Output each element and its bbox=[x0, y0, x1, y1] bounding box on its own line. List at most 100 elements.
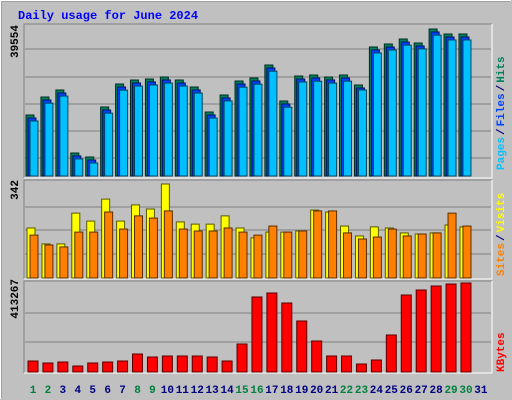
x-tick-label: 9 bbox=[149, 385, 156, 397]
x-tick-label: 10 bbox=[161, 385, 174, 397]
x-tick-label: 17 bbox=[265, 385, 278, 397]
panel-edge-dark bbox=[23, 179, 492, 279]
x-tick-label: 5 bbox=[89, 385, 96, 397]
x-tick-label: 11 bbox=[176, 385, 190, 397]
bar bbox=[402, 44, 412, 177]
legend-separator: / bbox=[496, 234, 508, 241]
panel-edge-dark bbox=[23, 23, 492, 178]
x-tick-label: 24 bbox=[370, 385, 384, 397]
bar bbox=[29, 120, 39, 177]
bar bbox=[44, 102, 54, 177]
x-tick-label: 15 bbox=[235, 385, 249, 397]
bar bbox=[223, 100, 233, 177]
bar bbox=[402, 235, 412, 279]
bar bbox=[430, 285, 442, 373]
legend: Pages / Files / Hits bbox=[496, 56, 508, 170]
bar bbox=[385, 334, 397, 373]
bar bbox=[87, 362, 99, 373]
bar bbox=[59, 95, 69, 177]
bar bbox=[372, 236, 382, 279]
bar bbox=[134, 85, 144, 177]
bar bbox=[27, 360, 39, 373]
bar bbox=[72, 365, 84, 373]
bar bbox=[206, 356, 218, 373]
bar bbox=[313, 210, 323, 279]
bar bbox=[432, 232, 442, 279]
bar bbox=[236, 343, 248, 373]
x-tick-label: 1 bbox=[30, 385, 37, 397]
bar bbox=[387, 228, 397, 279]
panel-edge-light bbox=[24, 24, 493, 179]
bar bbox=[104, 112, 114, 177]
bar bbox=[447, 39, 457, 177]
bar bbox=[223, 227, 233, 279]
bar bbox=[89, 231, 99, 279]
x-tick-label: 20 bbox=[310, 385, 323, 397]
bar bbox=[208, 117, 218, 177]
bar bbox=[238, 86, 248, 177]
x-tick-label: 29 bbox=[444, 385, 457, 397]
bar bbox=[462, 39, 472, 177]
bar bbox=[387, 49, 397, 177]
x-tick-label: 14 bbox=[220, 385, 234, 397]
bar bbox=[447, 212, 457, 279]
legend-entry: Sites bbox=[496, 243, 508, 276]
bar bbox=[161, 355, 173, 373]
bar bbox=[193, 230, 203, 279]
legend-separator: / bbox=[496, 84, 508, 91]
legend: KBytes bbox=[496, 332, 508, 372]
bar bbox=[29, 234, 39, 279]
x-tick-label: 12 bbox=[191, 385, 204, 397]
bar bbox=[372, 52, 382, 177]
panel-edge-light bbox=[24, 281, 493, 374]
x-tick-label: 3 bbox=[60, 385, 67, 397]
x-tick-label: 31 bbox=[474, 385, 488, 397]
bar bbox=[119, 228, 129, 279]
x-tick-label: 21 bbox=[325, 385, 339, 397]
x-tick-label: 2 bbox=[45, 385, 52, 397]
bar bbox=[281, 302, 293, 373]
bar bbox=[432, 34, 442, 177]
x-tick-label: 19 bbox=[295, 385, 308, 397]
y-tick-label: 39554 bbox=[10, 25, 22, 58]
bar bbox=[238, 231, 248, 279]
bar bbox=[74, 158, 84, 177]
bar bbox=[343, 80, 353, 177]
bar bbox=[268, 225, 278, 279]
bar bbox=[74, 231, 84, 279]
bar bbox=[148, 217, 158, 279]
bar bbox=[44, 244, 54, 279]
bar bbox=[117, 360, 129, 373]
bar bbox=[178, 85, 188, 177]
bar bbox=[415, 289, 427, 373]
bar bbox=[57, 361, 69, 373]
y-tick-label: 413267 bbox=[10, 279, 22, 319]
bar bbox=[326, 355, 338, 373]
bar bbox=[148, 84, 158, 177]
x-tick-label: 22 bbox=[340, 385, 353, 397]
x-tick-label: 23 bbox=[355, 385, 369, 397]
bar bbox=[460, 282, 472, 373]
legend-separator: / bbox=[496, 128, 508, 135]
bar bbox=[266, 292, 278, 373]
bar bbox=[253, 234, 263, 279]
bar bbox=[193, 92, 203, 177]
x-tick-label: 8 bbox=[134, 385, 141, 397]
bar bbox=[298, 81, 308, 177]
bar bbox=[191, 355, 203, 373]
x-tick-label: 16 bbox=[250, 385, 263, 397]
bar bbox=[251, 296, 263, 373]
bar bbox=[341, 355, 353, 373]
bar bbox=[370, 359, 382, 373]
bar bbox=[296, 320, 308, 373]
bar bbox=[89, 162, 99, 177]
legend-entry: Visits bbox=[496, 193, 508, 233]
bar bbox=[417, 233, 427, 279]
y-tick-label: 342 bbox=[10, 180, 22, 200]
bar bbox=[208, 230, 218, 279]
bar bbox=[102, 361, 114, 373]
legend: Sites /Visits bbox=[496, 193, 508, 276]
bar bbox=[132, 353, 144, 373]
x-tick-label: 26 bbox=[400, 385, 413, 397]
bar bbox=[311, 340, 323, 373]
